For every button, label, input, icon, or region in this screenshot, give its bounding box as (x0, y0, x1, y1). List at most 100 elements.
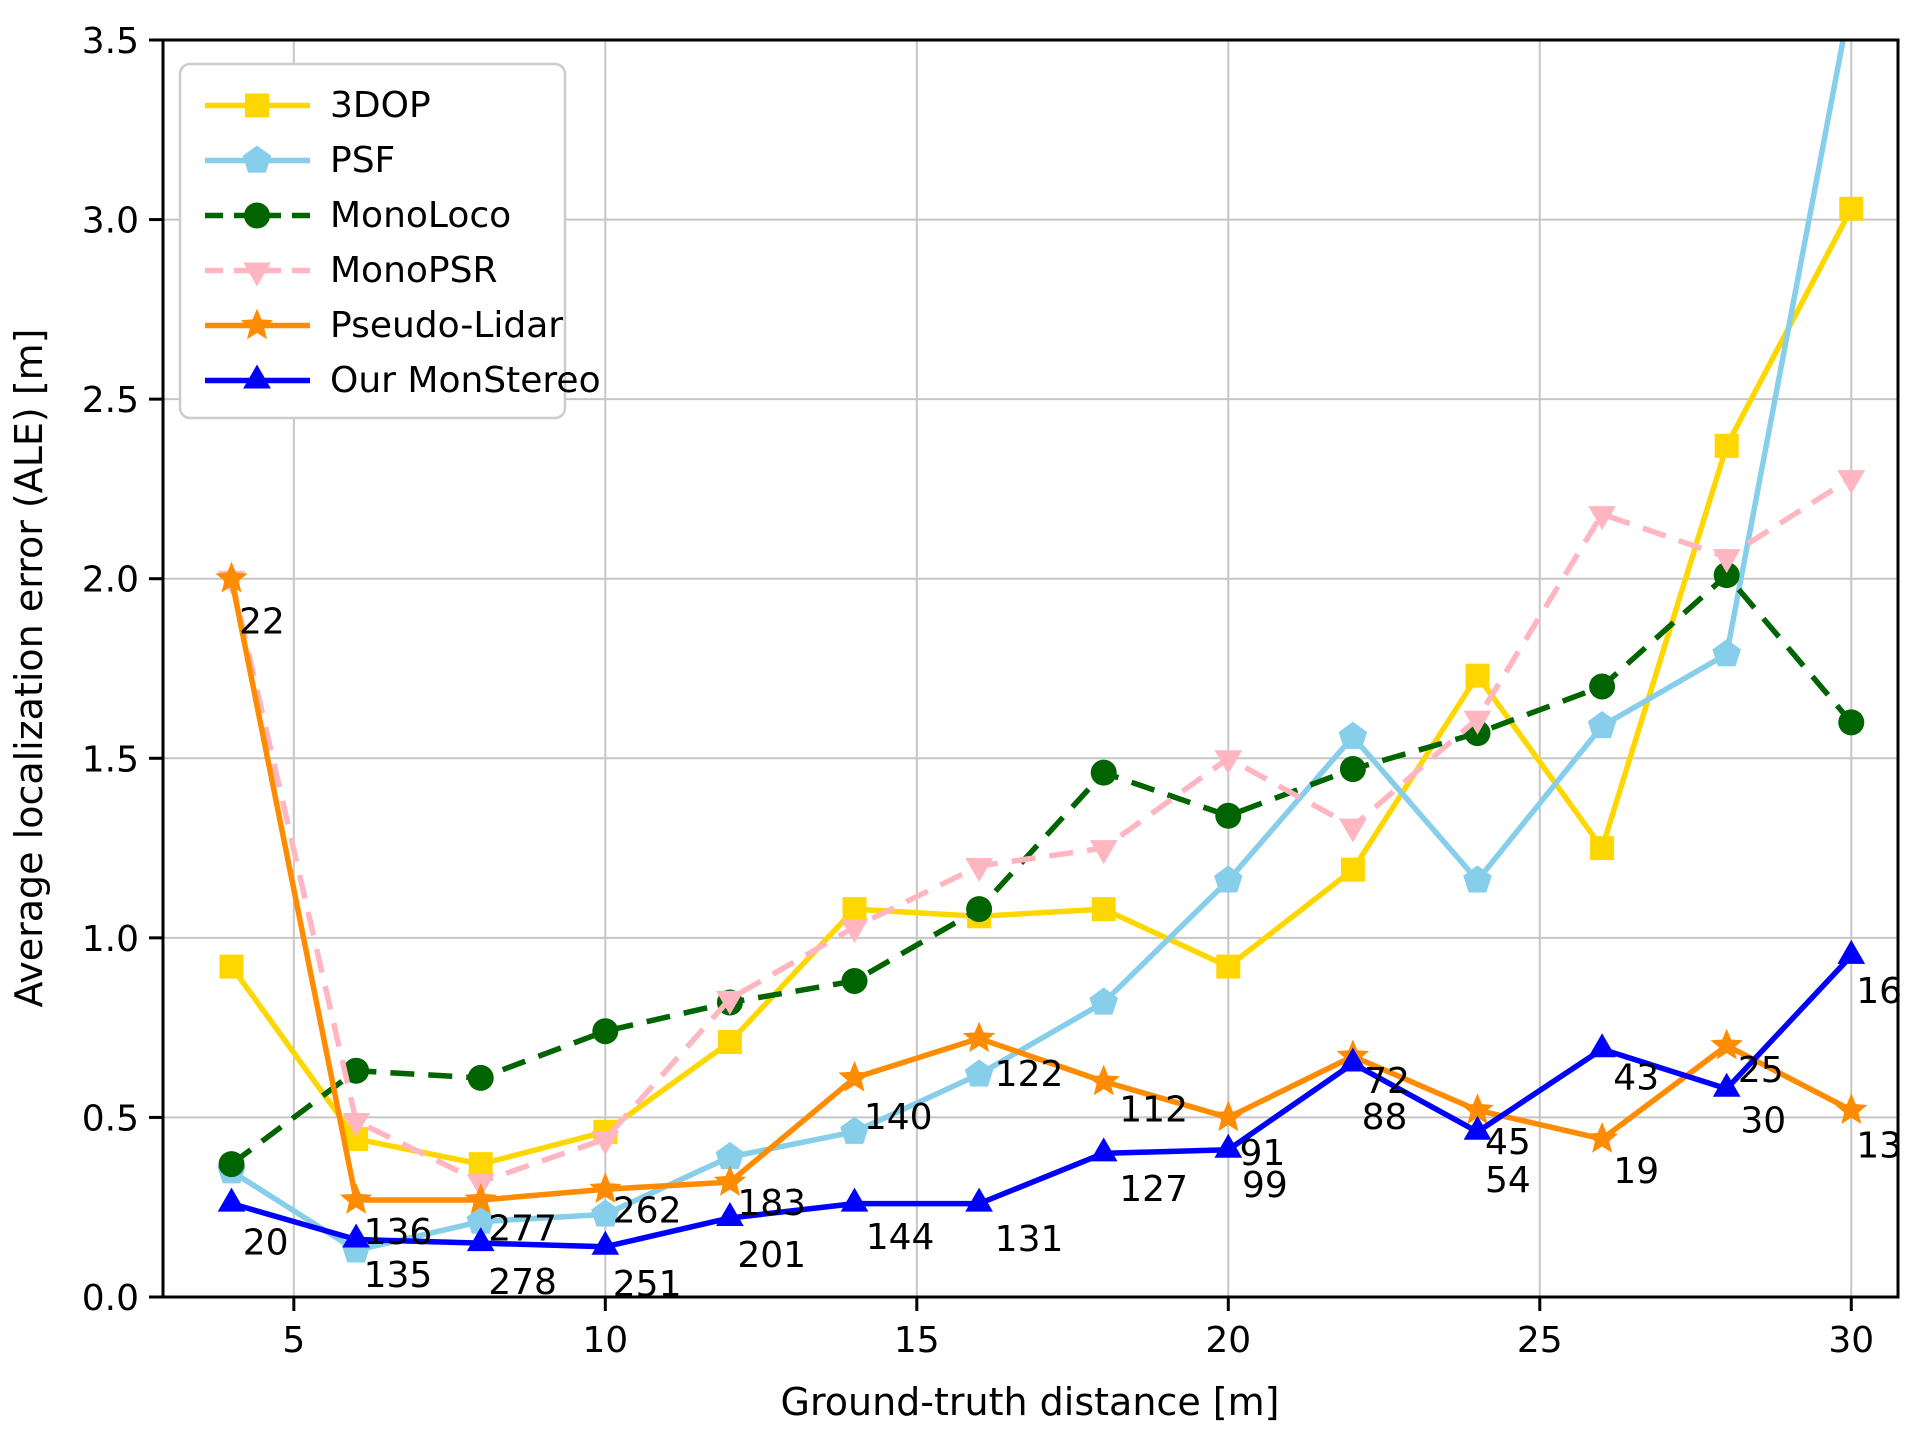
count-annotation: 43 (1613, 1057, 1659, 1098)
data-point-marker (1461, 1093, 1494, 1124)
y-tick-label: 2.0 (82, 560, 139, 601)
data-point-marker (242, 145, 272, 173)
data-point-marker (1589, 673, 1616, 700)
data-point-marker (339, 1183, 373, 1214)
count-annotation: 20 (243, 1223, 289, 1264)
annotations: 22 136 277 262 183 140 122 112 91 72 45 19 25 13 20 135… (239, 601, 1902, 1305)
x-tick-label: 15 (894, 1320, 940, 1361)
x-axis: 5 10 15 20 25 30 (282, 1297, 1874, 1361)
data-point-marker (1339, 818, 1367, 843)
data-point-marker (1339, 1047, 1367, 1072)
count-annotation: 127 (1119, 1169, 1188, 1210)
count-annotation: 54 (1485, 1160, 1531, 1201)
data-point-marker (244, 202, 270, 229)
data-point-marker (219, 954, 244, 979)
data-point-marker (965, 858, 993, 883)
legend-item-3dop: 3DOP (205, 85, 431, 126)
count-annotation: 91 (1240, 1133, 1286, 1174)
data-point-marker (1465, 663, 1490, 688)
series-line (230, 40, 1846, 1254)
data-point-marker (592, 1018, 619, 1045)
count-annotation: 19 (1613, 1151, 1659, 1192)
data-point-marker (245, 93, 269, 118)
data-point-marker (342, 1113, 370, 1138)
legend-label: PSF (330, 140, 395, 181)
count-annotation: 30 (1740, 1101, 1786, 1142)
data-point-marker (591, 1130, 620, 1155)
data-point-marker (1216, 954, 1241, 979)
count-annotation: 72 (1364, 1061, 1410, 1102)
data-point-marker (1463, 1115, 1492, 1140)
count-annotation: 25 (1738, 1050, 1784, 1091)
data-point-marker (243, 364, 271, 389)
data-point-marker (1091, 897, 1116, 922)
count-annotation: 277 (488, 1208, 557, 1249)
data-point-marker (1712, 549, 1741, 574)
data-point-marker (1588, 506, 1616, 531)
data-point-marker (842, 897, 867, 922)
series-our-monstereo (217, 939, 1866, 1255)
x-tick-label: 30 (1828, 1320, 1874, 1361)
x-axis-label: Ground-truth distance [m] (781, 1380, 1280, 1424)
data-point-marker (1215, 802, 1242, 829)
data-point-marker (466, 1227, 495, 1252)
legend-label: MonoPSR (330, 250, 498, 291)
count-annotation: 135 (364, 1255, 433, 1296)
data-point-marker (1588, 1033, 1616, 1058)
y-tick-label: 0.0 (82, 1278, 139, 1319)
data-point-marker (1089, 1137, 1118, 1162)
data-point-marker (965, 1187, 993, 1212)
data-point-marker (841, 967, 868, 994)
data-point-marker (1340, 857, 1365, 882)
legend-item-monoloco: MonoLoco (205, 195, 511, 236)
x-tick-label: 20 (1205, 1320, 1251, 1361)
data-point-marker (1214, 750, 1243, 775)
data-point-marker (218, 1151, 245, 1178)
y-tick-label: 1.5 (82, 739, 139, 780)
data-point-marker (343, 1057, 370, 1084)
data-point-marker (1214, 1133, 1243, 1158)
data-point-marker (1338, 721, 1368, 749)
data-point-marker (1463, 710, 1492, 735)
data-point-marker (1587, 710, 1617, 739)
legend-label: Pseudo-Lidar (330, 305, 563, 346)
data-point-marker (464, 1183, 497, 1214)
data-point-marker (966, 896, 993, 923)
data-point-marker (215, 561, 248, 593)
y-tick-label: 3.5 (82, 21, 139, 62)
data-point-marker (840, 1116, 869, 1144)
data-point-marker (715, 1141, 745, 1170)
plot-border (161, 38, 1900, 1299)
y-axis: 0.0 0.5 1.0 1.5 2.0 2.5 3.0 3.5 (82, 21, 163, 1319)
count-annotation: 183 (737, 1183, 806, 1224)
data-point-marker (468, 1152, 493, 1177)
data-point-marker (717, 1030, 742, 1055)
legend-label: Our MonStereo (330, 360, 601, 401)
data-point-marker (1212, 1100, 1245, 1132)
y-tick-label: 3.0 (82, 201, 139, 242)
count-annotation: 251 (613, 1264, 682, 1305)
count-annotation: 201 (737, 1235, 806, 1276)
legend-item-pseudo-lidar: Pseudo-Lidar (205, 305, 563, 346)
data-point-marker (1837, 0, 1866, 9)
series-line (229, 207, 1854, 1167)
series-line (228, 578, 1853, 1203)
legend-label: MonoLoco (330, 195, 511, 236)
count-annotation: 88 (1362, 1097, 1408, 1138)
data-point-marker (589, 1172, 622, 1204)
data-point-marker (716, 1201, 744, 1226)
series-pseudo-lidar (215, 561, 1868, 1214)
data-point-marker (1214, 865, 1243, 893)
data-point-marker (1713, 562, 1740, 589)
count-annotation: 45 (1485, 1122, 1531, 1163)
data-point-marker (591, 1230, 620, 1255)
data-point-marker (591, 1199, 620, 1227)
data-point-marker (840, 1187, 869, 1212)
y-tick-label: 2.5 (82, 380, 139, 421)
count-annotation: 131 (995, 1219, 1064, 1260)
legend: 3DOP PSF MonoLoco MonoPSR Pseudo-Lidar Our Mo… (178, 62, 601, 420)
count-annotation: 136 (364, 1212, 433, 1253)
x-tick-label: 10 (582, 1320, 628, 1361)
data-point-marker (838, 1060, 871, 1092)
y-axis-label: Average localization error (ALE) [m] (7, 329, 51, 1008)
